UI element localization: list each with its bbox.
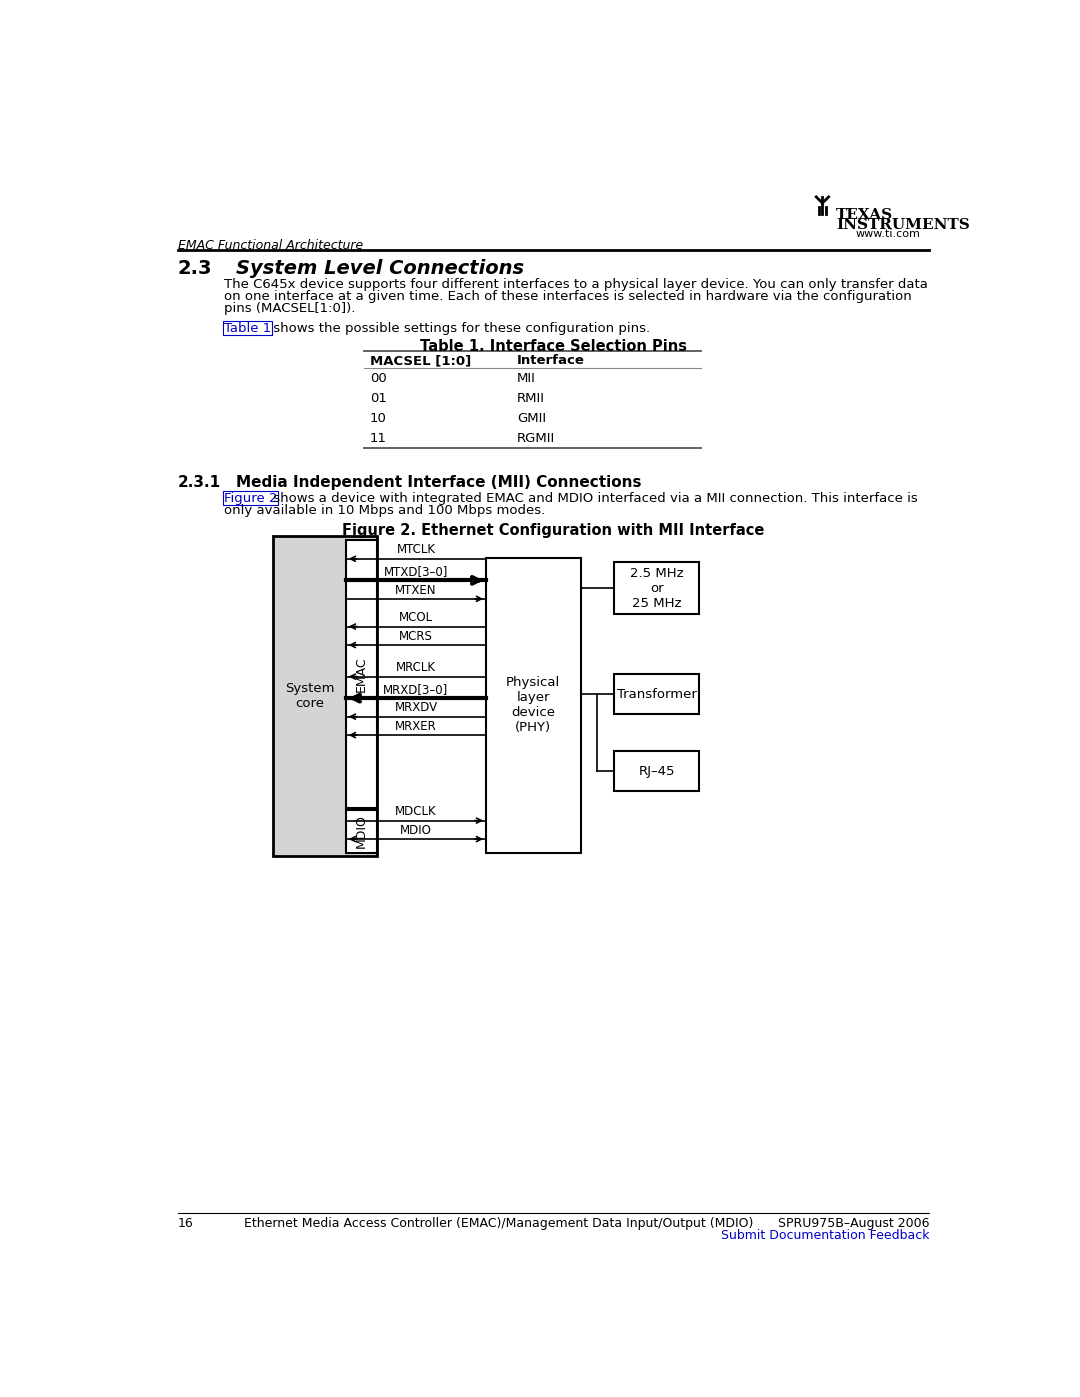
Text: RJ–45: RJ–45 (638, 764, 675, 778)
Text: 11: 11 (369, 432, 387, 444)
Text: The C645x device supports four different interfaces to a physical layer device. : The C645x device supports four different… (225, 278, 928, 291)
Bar (613, 675, 699, 714)
Text: MTXD[3–0]: MTXD[3–0] (383, 564, 448, 578)
Bar (613, 752, 699, 791)
Text: MDIO: MDIO (400, 824, 432, 837)
Bar (346, 810, 377, 854)
Text: SPRU975B–August 2006: SPRU975B–August 2006 (778, 1217, 930, 1231)
Text: MACSEL [1:0]: MACSEL [1:0] (369, 353, 471, 367)
Text: Figure 2: Figure 2 (225, 492, 278, 504)
Text: Media Independent Interface (MII) Connections: Media Independent Interface (MII) Connec… (235, 475, 642, 490)
Text: MTCLK: MTCLK (396, 543, 435, 556)
Text: 10: 10 (369, 412, 387, 425)
Text: Interface: Interface (517, 353, 585, 367)
Text: MRCLK: MRCLK (396, 661, 436, 675)
Text: MRXER: MRXER (395, 719, 436, 733)
Text: MRXDV: MRXDV (394, 701, 437, 714)
Text: MCOL: MCOL (399, 612, 433, 624)
Text: System
core: System core (285, 682, 334, 710)
Text: 01: 01 (369, 391, 387, 405)
Text: MDCLK: MDCLK (395, 805, 436, 819)
Text: System Level Connections: System Level Connections (235, 258, 524, 278)
Text: 00: 00 (369, 372, 387, 384)
Text: shows the possible settings for these configuration pins.: shows the possible settings for these co… (269, 321, 650, 335)
Text: Figure 2. Ethernet Configuration with MII Interface: Figure 2. Ethernet Configuration with MI… (342, 522, 765, 538)
Text: GMII: GMII (517, 412, 546, 425)
Text: Physical
layer
device
(PHY): Physical layer device (PHY) (507, 676, 561, 735)
Text: pins (MACSEL[1:0]).: pins (MACSEL[1:0]). (225, 302, 355, 316)
Text: EMAC: EMAC (355, 657, 368, 692)
Text: MDIO: MDIO (355, 814, 368, 848)
Text: 2.3.1: 2.3.1 (177, 475, 220, 490)
Text: TEXAS: TEXAS (836, 208, 893, 222)
Text: EMAC Functional Architecture: EMAC Functional Architecture (177, 239, 363, 253)
Text: Table 1: Table 1 (225, 321, 271, 335)
Text: INSTRUMENTS: INSTRUMENTS (836, 218, 970, 232)
Text: Table 1. Interface Selection Pins: Table 1. Interface Selection Pins (420, 338, 687, 353)
Bar (273, 536, 377, 856)
Text: RGMII: RGMII (517, 432, 555, 444)
Text: Ethernet Media Access Controller (EMAC)/Management Data Input/Output (MDIO): Ethernet Media Access Controller (EMAC)/… (243, 1217, 753, 1231)
Text: MRXD[3–0]: MRXD[3–0] (383, 683, 448, 696)
Text: 2.3: 2.3 (177, 258, 212, 278)
Text: 16: 16 (177, 1217, 193, 1231)
Text: www.ti.com: www.ti.com (855, 229, 920, 239)
Bar (486, 557, 581, 854)
Text: 2.5 MHz
or
25 MHz: 2.5 MHz or 25 MHz (630, 567, 684, 609)
Text: Submit Documentation Feedback: Submit Documentation Feedback (720, 1229, 930, 1242)
Text: on one interface at a given time. Each of these interfaces is selected in hardwa: on one interface at a given time. Each o… (225, 291, 912, 303)
Text: only available in 10 Mbps and 100 Mbps modes.: only available in 10 Mbps and 100 Mbps m… (225, 504, 545, 517)
Text: Transformer: Transformer (617, 687, 697, 701)
Bar (613, 562, 699, 615)
Text: RMII: RMII (517, 391, 545, 405)
Text: shows a device with integrated EMAC and MDIO interfaced via a MII connection. Th: shows a device with integrated EMAC and … (269, 492, 918, 504)
Text: MII: MII (517, 372, 536, 384)
Text: MCRS: MCRS (399, 630, 433, 643)
Text: MTXEN: MTXEN (395, 584, 436, 597)
Bar (346, 539, 377, 809)
